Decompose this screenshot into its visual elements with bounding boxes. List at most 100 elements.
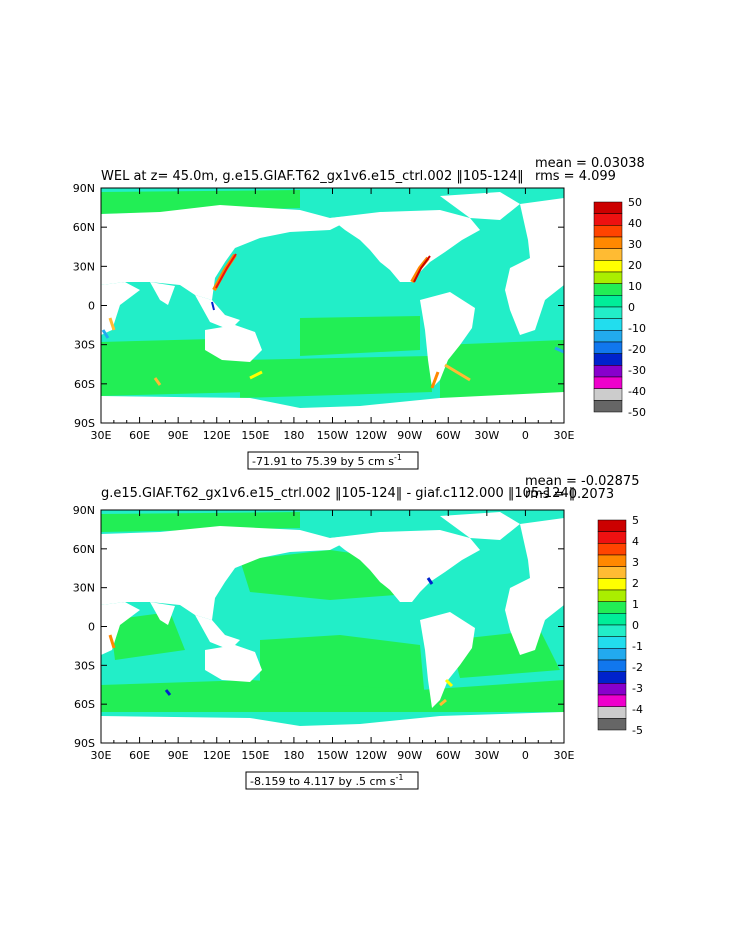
colorbar-label: 5 xyxy=(632,514,639,527)
colorbar-label: -4 xyxy=(632,703,643,716)
contour-info: -8.159 to 4.117 by .5 cm s-1 xyxy=(250,773,403,788)
colorbar-label: 40 xyxy=(628,217,642,230)
y-axis-ticks: 90N 60N 30N 0 30S 60S 90S xyxy=(73,504,564,750)
colorbar-swatch xyxy=(597,519,627,532)
map-area xyxy=(101,510,564,743)
diff-streak-5 xyxy=(444,678,454,688)
colorbar-swatch xyxy=(597,683,627,696)
colorbar-label: 30 xyxy=(628,238,642,251)
y-axis-ticks: 90N 60N 30N 0 30S 60S 90S xyxy=(73,182,564,430)
colorbar-swatch xyxy=(597,636,627,649)
y-tick-label: 90N xyxy=(73,504,95,517)
x-tick-label: 60W xyxy=(436,429,461,442)
colorbar-swatch xyxy=(593,353,623,366)
y-tick-label: 30N xyxy=(73,260,95,273)
y-tick-label: 30S xyxy=(74,339,95,352)
land-india xyxy=(150,602,175,625)
land-north-america xyxy=(330,210,480,282)
x-tick-label: 30W xyxy=(474,749,499,762)
colorbar-label: 4 xyxy=(632,535,639,548)
colorbar-swatch xyxy=(593,213,623,226)
x-tick-label: 90W xyxy=(397,429,422,442)
x-tick-label: 90E xyxy=(168,749,189,762)
colorbar-swatch xyxy=(593,376,623,389)
negative-streak-1 xyxy=(211,301,215,311)
colorbar-swatch xyxy=(597,589,627,602)
colorbar-label: 2 xyxy=(632,577,639,590)
colorbar-swatch xyxy=(597,694,627,707)
y-tick-label: 90S xyxy=(74,737,95,750)
x-tick-label: 150E xyxy=(241,749,269,762)
colorbar-label: -20 xyxy=(628,343,646,356)
y-tick-label: 60N xyxy=(73,221,95,234)
colorbar-swatch xyxy=(597,613,627,626)
gulf-stream-streak-red xyxy=(413,255,431,283)
contour-info: -71.91 to 75.39 by 5 cm s-1 xyxy=(252,453,402,468)
land-australia xyxy=(205,645,262,682)
rms-label: rms = 4.099 xyxy=(535,169,616,184)
land-south-america xyxy=(420,292,475,388)
land-greenland xyxy=(440,192,520,220)
colorbar-label: -3 xyxy=(632,682,643,695)
land-asia-europe xyxy=(101,205,360,300)
x-tick-label: 30W xyxy=(474,429,499,442)
colorbar-label: 20 xyxy=(628,259,642,272)
colorbar-label: 3 xyxy=(632,556,639,569)
x-tick-label: 90W xyxy=(397,749,422,762)
y-tick-label: 60N xyxy=(73,543,95,556)
y-tick-label: 0 xyxy=(88,621,95,634)
x-tick-label: 120W xyxy=(355,749,387,762)
x-tick-label: 60E xyxy=(129,429,150,442)
colorbar-swatch xyxy=(593,330,623,343)
colorbar-label: 1 xyxy=(632,598,639,611)
x-tick-label: 90E xyxy=(168,429,189,442)
colorbar-swatch xyxy=(593,400,623,413)
colorbar: 5 4 3 2 1 0 -1 -2 -3 -4 -5 xyxy=(597,514,643,737)
x-tick-label: 30E xyxy=(91,749,112,762)
green-patch-north-pacific xyxy=(240,550,400,600)
x-axis-ticks: 30E 60E 90E 120E 150E 180 150W 120W 90W 60W 30W 0 30… xyxy=(91,188,575,442)
land-europe-atlantic xyxy=(505,198,564,335)
colorbar-swatch xyxy=(593,306,623,319)
land-india xyxy=(150,282,175,305)
colorbar-swatch xyxy=(597,543,627,556)
land-asia-europe xyxy=(101,526,360,620)
x-tick-label: 150W xyxy=(317,749,349,762)
land-greenland xyxy=(440,512,520,540)
diff-streak-2 xyxy=(426,577,434,585)
x-tick-label: 30E xyxy=(554,749,575,762)
colorbar-label: 50 xyxy=(628,196,642,209)
pacific-south-streak xyxy=(249,370,263,380)
land-australia xyxy=(205,325,262,362)
x-axis-ticks: 30E 60E 90E 120E 150E 180 150W 120W 90W 60W 30W 0 30… xyxy=(91,510,575,762)
contour-info-box xyxy=(245,771,419,790)
colorbar-swatch xyxy=(593,225,623,238)
colorbar-swatch xyxy=(597,624,627,637)
mean-label: mean = 0.03038 xyxy=(535,156,645,171)
colorbar-swatch xyxy=(593,388,623,401)
colorbar-swatch xyxy=(597,659,627,672)
green-patch-arctic xyxy=(101,512,300,532)
green-band-south-atlantic xyxy=(440,340,564,398)
x-tick-label: 0 xyxy=(522,429,529,442)
colorbar-swatch xyxy=(597,554,627,567)
colorbar-label: -1 xyxy=(632,640,643,653)
negative-streak-3 xyxy=(101,329,110,339)
colorbar: 50 40 30 20 10 0 -10 -20 -30 -40 -50 xyxy=(593,196,646,419)
x-tick-label: 30E xyxy=(91,429,112,442)
green-band-south-pacific xyxy=(240,356,432,398)
diff-streak-1 xyxy=(108,634,116,649)
colorbar-swatch xyxy=(593,260,623,273)
colorbar-label: -5 xyxy=(632,724,643,737)
x-tick-label: 180 xyxy=(283,429,304,442)
x-tick-label: 0 xyxy=(522,749,529,762)
colorbar-label: -50 xyxy=(628,406,646,419)
land-south-america xyxy=(420,612,475,708)
brazil-current-streak xyxy=(430,371,440,389)
diff-streak-3 xyxy=(164,689,172,696)
colorbar-swatch xyxy=(597,706,627,719)
mean-label: mean = -0.02875 xyxy=(525,474,639,489)
x-tick-label: 60E xyxy=(129,749,150,762)
y-tick-label: 0 xyxy=(88,300,95,313)
